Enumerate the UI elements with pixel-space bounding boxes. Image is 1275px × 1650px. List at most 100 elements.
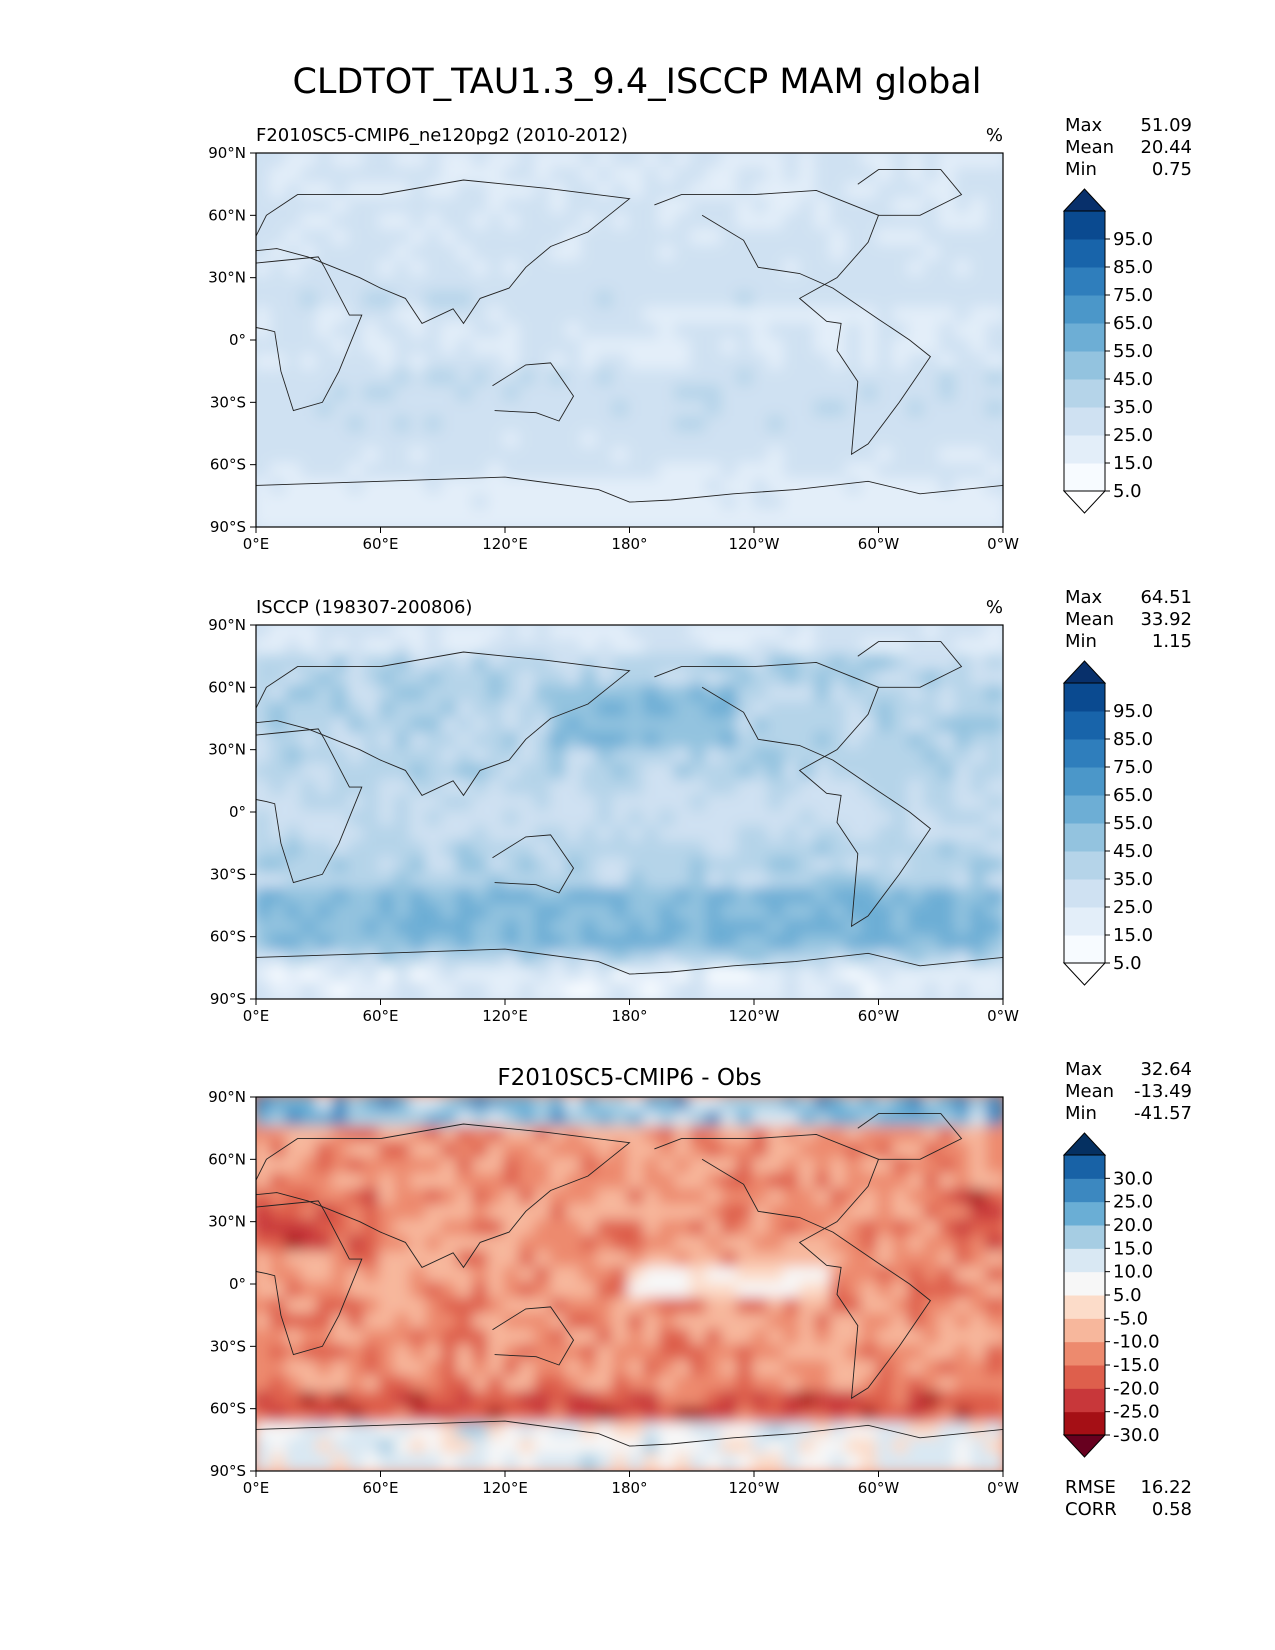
field-cell [362,306,383,327]
field-cell [456,182,476,202]
field-cell [689,275,710,296]
field-cell [456,981,476,999]
field-cell [425,1282,445,1302]
field-cell [425,447,445,467]
field-cell [565,291,585,311]
field-cell [596,1297,616,1318]
field-cell [767,353,788,374]
field-cell [767,1235,788,1255]
field-cell [580,431,601,452]
field-cell [985,462,1003,483]
field-cell [767,716,788,737]
field-cell [767,763,788,783]
field-cell [876,493,897,514]
field-cell [394,685,414,705]
stat-label: Mean [1065,137,1114,158]
field-cell [580,1453,601,1471]
field-cell [316,1359,336,1380]
field-cell [471,213,492,233]
field-cell [409,872,430,892]
field-cell [487,166,507,187]
lat-tick-label: 0° [229,331,246,349]
field-cell [518,747,539,768]
field-cell [845,747,865,768]
field-cell [845,794,865,814]
field-cell [425,950,445,970]
field-cell [798,431,819,452]
colorbar-tick-label: 25.0 [1113,1192,1153,1213]
lat-tick-label: 30°S [210,1337,246,1355]
field-cell [985,716,1003,737]
field-cell [674,841,694,861]
field-cell [798,1453,819,1471]
field-cell [752,1097,772,1115]
field-cell [487,1172,507,1193]
field-cell [596,903,616,924]
field-cell [611,981,632,999]
field-cell [409,934,430,955]
coastline [654,189,932,456]
field-cell [409,732,430,752]
field-cell [256,778,274,799]
field-cell [518,1282,539,1302]
field-cell [938,306,959,327]
field-cell [829,1110,850,1131]
field-cell [627,950,648,970]
field-cell [829,1313,850,1333]
field-cell [534,638,554,659]
field-cell [596,1375,616,1396]
field-cell [923,509,943,527]
field-cell [876,825,897,846]
field-cell [487,1453,507,1471]
field-cell [783,462,803,483]
field-cell [471,825,492,846]
field-cell [456,810,476,830]
field-cell [969,1110,990,1131]
field-cell [892,182,912,202]
field-cell [596,872,616,892]
field-cell [720,431,741,452]
field-cell [256,1422,274,1442]
field-cell [954,841,974,861]
field-cell [798,654,819,674]
field-cell [892,965,912,986]
field-cell [471,919,492,939]
field-cell [440,825,461,846]
field-cell [814,841,834,861]
field-cell [907,716,928,737]
field-cell [954,1235,974,1255]
field-cell [316,353,336,374]
field-cell [736,872,756,892]
field-cell [503,1110,523,1131]
field-cell [767,872,788,892]
field-cell [705,369,725,389]
field-cell [269,950,290,970]
field-cell [845,965,865,986]
field-cell [347,338,367,358]
field-cell [876,1188,897,1209]
field-cell [285,919,305,939]
field-cell [907,950,928,970]
coastline [492,1306,575,1366]
field-cell [534,1141,554,1162]
field-cell [347,1141,367,1162]
field-cell [969,1437,990,1458]
field-cell [643,856,663,877]
field-cell [783,291,803,311]
field-cell [814,981,834,999]
field-cell [580,934,601,955]
field-cell [938,1437,959,1458]
field-cell [674,794,694,814]
field-cell [285,306,305,327]
field-cell [783,431,803,452]
field-cell [347,825,367,846]
field-cell [720,1282,741,1302]
field-cell [611,638,632,659]
field-cell [814,1313,834,1333]
field-cell [471,1422,492,1442]
field-cell [907,1437,928,1458]
field-cell [565,1141,585,1162]
field-cell [876,1437,897,1458]
field-cell [876,353,897,374]
field-cell [829,934,850,955]
